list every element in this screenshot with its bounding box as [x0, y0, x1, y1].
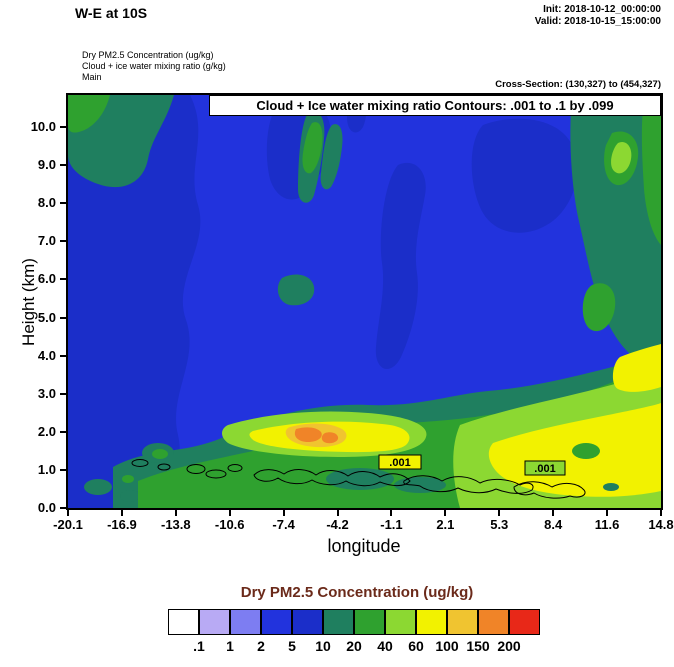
y-tick-mark: [60, 126, 66, 128]
x-tick-label: 14.8: [648, 517, 674, 532]
colorbar-label: 20: [346, 638, 362, 654]
y-tick-mark: [60, 202, 66, 205]
colorbar-cell: [354, 609, 385, 635]
x-tick-mark: [606, 510, 609, 516]
colorbar-cell: [509, 609, 540, 635]
y-tick-mark: [60, 278, 66, 281]
field-line-domain: Main: [82, 72, 102, 82]
colorbar-cell: [447, 609, 478, 635]
colorbar-label: 2: [257, 638, 265, 654]
x-tick-label: 5.3: [490, 517, 509, 532]
y-tick-mark: [60, 240, 66, 243]
x-tick-label: -16.9: [107, 517, 137, 532]
x-tick-mark: [336, 510, 339, 516]
contour-label: .001: [534, 463, 555, 475]
colorbar-cell: [230, 609, 261, 635]
field-line-pm25: Dry PM2.5 Concentration (ug/kg): [82, 50, 214, 60]
x-tick-label: -1.1: [380, 517, 403, 532]
run-times: Init: 2018-10-12_00:00:00 Valid: 2018-10…: [411, 4, 661, 28]
y-tick-mark: [60, 316, 66, 319]
x-tick-mark: [228, 510, 231, 516]
y-tick-label: 3.0: [37, 385, 56, 401]
field-line-cloud: Cloud + ice water mixing ratio (g/kg): [82, 61, 226, 71]
colorbar-cell: [261, 609, 292, 635]
colorbar-cell: [323, 609, 354, 635]
y-tick-label: 0.0: [37, 500, 56, 515]
x-tick-label: -4.2: [326, 517, 349, 532]
colorbar-cells: [168, 609, 540, 635]
y-tick-mark: [60, 507, 66, 509]
colorbar-label: .1: [193, 638, 205, 654]
x-tick-label: 11.6: [594, 517, 620, 532]
contour-label-box: [378, 454, 422, 470]
colorbar-cell: [385, 609, 416, 635]
y-tick-mark: [60, 392, 66, 395]
y-tick-label: 10.0: [30, 119, 56, 134]
colorbar-label: 10: [315, 638, 331, 654]
y-tick-label: 2.0: [37, 423, 56, 439]
cloud-contour-lines: [131, 454, 586, 499]
x-tick-mark: [444, 510, 447, 516]
contour-plot-canvas: .001 .001: [68, 95, 661, 508]
colorbar-labels: .1 1 2 5 10 20 40 60 100 150 200: [168, 638, 540, 656]
init-time: Init: 2018-10-12_00:00:00: [543, 4, 661, 15]
colorbar-cell: [199, 609, 230, 635]
pm25-filled-contours: [68, 95, 661, 508]
x-tick-mark: [282, 510, 285, 516]
y-tick-label: 5.0: [37, 309, 56, 325]
x-tick-mark: [174, 510, 177, 516]
colorbar: .1 1 2 5 10 20 40 60 100 150 200: [168, 609, 540, 656]
page-title: W-E at 10S: [75, 5, 148, 21]
x-tick-mark: [390, 510, 393, 516]
x-tick-mark: [659, 510, 662, 516]
colorbar-title: Dry PM2.5 Concentration (ug/kg): [240, 584, 474, 601]
y-tick-label: 6.0: [37, 271, 56, 287]
contour-legend-title: Cloud + Ice water mixing ratio Contours:…: [209, 95, 661, 116]
cross-section-info: Cross-Section: (130,327) to (454,327): [495, 79, 661, 90]
x-tick-label: 2.1: [436, 517, 455, 532]
colorbar-label: 200: [497, 638, 521, 654]
colorbar-label: 150: [466, 638, 490, 654]
x-tick-label: 8.4: [544, 517, 563, 532]
y-tick-label: 7.0: [37, 233, 56, 249]
colorbar-cell: [292, 609, 323, 635]
y-tick-label: 4.0: [37, 347, 56, 363]
x-axis-title: longitude: [327, 536, 401, 556]
x-tick-label: -13.8: [160, 517, 191, 532]
x-tick-mark: [498, 510, 501, 516]
x-tick-mark: [120, 510, 123, 516]
x-tick-label: -20.1: [53, 517, 83, 532]
y-tick-mark: [60, 468, 66, 471]
y-tick-mark: [60, 430, 66, 433]
contour-label-box: [524, 460, 566, 476]
x-tick-label: -7.4: [272, 517, 295, 532]
y-tick-label: 8.0: [37, 195, 56, 211]
contour-label: .001: [389, 457, 410, 469]
y-tick-label: 9.0: [37, 157, 56, 173]
x-tick-mark: [67, 510, 69, 516]
colorbar-label: 100: [435, 638, 459, 654]
x-tick-label: -10.6: [214, 517, 245, 532]
colorbar-label: 5: [288, 638, 296, 654]
colorbar-cell: [168, 609, 199, 635]
valid-time: Valid: 2018-10-15_15:00:00: [534, 16, 661, 27]
colorbar-label: 1: [226, 638, 234, 654]
y-tick-mark: [60, 164, 66, 167]
y-tick-label: 1.0: [37, 461, 56, 477]
y-tick-mark: [60, 354, 66, 357]
colorbar-cell: [478, 609, 509, 635]
colorbar-label: 60: [408, 638, 424, 654]
colorbar-label: 40: [377, 638, 393, 654]
field-list: Dry PM2.5 Concentration (ug/kg) Cloud + …: [82, 50, 226, 83]
colorbar-cell: [416, 609, 447, 635]
x-tick-mark: [552, 510, 555, 516]
